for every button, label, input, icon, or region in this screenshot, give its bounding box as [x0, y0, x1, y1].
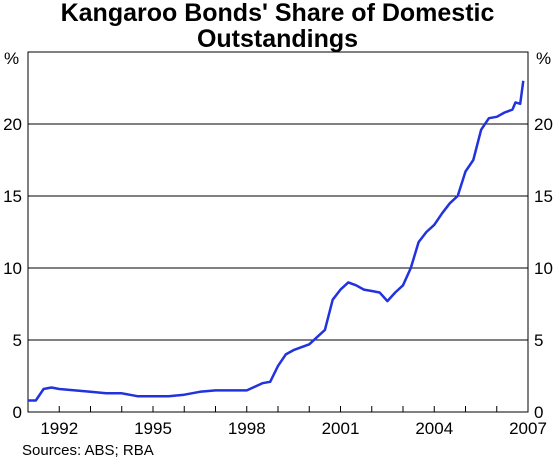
y-tick-label-right: 10 [534, 259, 553, 278]
y-tick-label-left: 20 [3, 115, 22, 134]
x-tick-label-1992: 1992 [40, 419, 78, 438]
chart-title-line-2: Outstandings [196, 25, 359, 53]
y-tick-label-right: 0 [534, 403, 543, 422]
y-axis-unit-left: % [4, 49, 19, 68]
source-note: Sources: ABS; RBA [22, 442, 154, 459]
x-axis-ticks [27, 406, 529, 412]
x-tick-label-2007: 2007 [509, 419, 547, 438]
y-tick-label-right: 20 [534, 115, 553, 134]
chart-title: Kangaroo Bonds' Share of Domestic Outsta… [0, 0, 555, 52]
y-tick-label-left: 5 [13, 331, 22, 350]
y-tick-label-right: 5 [534, 331, 543, 350]
x-axis-tick-labels: 1992 1995 1998 2001 2004 2007 [40, 419, 547, 438]
x-tick-label-2004: 2004 [415, 419, 453, 438]
grid-lines [28, 123, 528, 341]
y-tick-label-right: 15 [534, 187, 553, 206]
x-tick-label-1995: 1995 [134, 419, 172, 438]
y-tick-label-left: 15 [3, 187, 22, 206]
y-axis-tick-labels: 0 0 5 5 10 10 15 15 20 20 [3, 115, 553, 422]
y-tick-label-left: 10 [3, 259, 22, 278]
y-tick-label-left: 0 [13, 403, 22, 422]
series-line [28, 80, 525, 402]
y-axis-unit-right: % [536, 49, 551, 68]
chart-title-line-1: Kangaroo Bonds' Share of Domestic [60, 0, 495, 27]
plot-area-frame [27, 51, 529, 413]
x-tick-label-1998: 1998 [228, 419, 266, 438]
x-tick-label-2001: 2001 [322, 419, 360, 438]
